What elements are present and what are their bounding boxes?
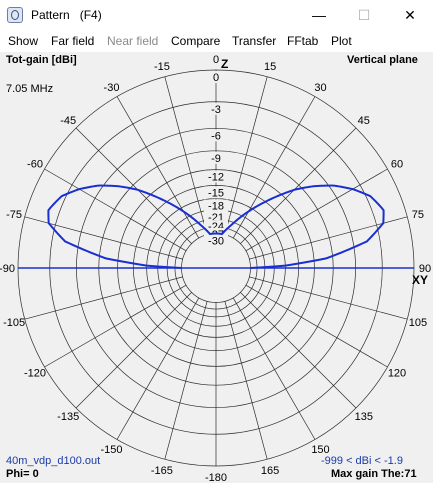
angle-tick-label: -135	[57, 411, 79, 423]
ring-label: -6	[211, 130, 221, 142]
range-info-label: -999 < dBi < -1.9	[321, 455, 403, 467]
angle-tick-label: -165	[151, 465, 173, 477]
pattern-plot[interactable]: 0 15 30 45 60 75 90 105 120 135 150 165 -180 -165 -150…	[0, 52, 433, 483]
angle-spoke	[245, 284, 388, 368]
ring-label-bg	[204, 71, 228, 83]
gain-label: Tot-gain [dBi]	[6, 54, 77, 66]
angle-tick-label: 45	[358, 115, 370, 127]
ring-label: -15	[208, 187, 224, 199]
angle-tick-label: -105	[3, 317, 25, 329]
angle-spoke	[224, 76, 268, 235]
angle-tick-label: 90	[419, 263, 431, 275]
ring-label: -3	[211, 104, 221, 116]
angle-tick-label: -60	[27, 159, 43, 171]
angle-spoke	[249, 276, 408, 320]
angle-tick-label: 165	[261, 465, 279, 477]
close-button[interactable]: ✕	[387, 0, 433, 31]
ring-label: -30	[208, 236, 224, 248]
angle-tick-label: -120	[24, 368, 46, 380]
angle-tick-label: 75	[412, 209, 424, 221]
angle-tick-label: 135	[355, 411, 373, 423]
xy-axis-label: XY	[412, 273, 429, 287]
title-bar: Pattern (F4) — ☐ ✕	[0, 0, 433, 31]
angle-spoke	[249, 216, 408, 260]
angle-tick-label: 0	[213, 54, 219, 66]
z-axis-label: Z	[221, 57, 229, 71]
angle-spoke	[232, 297, 316, 440]
ring-label: 0	[213, 72, 219, 84]
minimize-button[interactable]: —	[296, 0, 342, 31]
ring-label: -18	[208, 201, 224, 213]
angle-tick-label: 60	[391, 159, 403, 171]
ring-label-bg	[204, 234, 228, 247]
angle-spoke	[232, 96, 316, 239]
maximize-button: ☐	[341, 0, 387, 31]
angle-spoke	[75, 127, 192, 244]
ring-label-bg	[204, 199, 228, 212]
angle-spoke	[116, 96, 200, 239]
angle-tick-label: -45	[60, 115, 76, 127]
angle-spoke	[44, 284, 187, 368]
window-title: Pattern (F4)	[31, 8, 102, 22]
ring-label-bg	[204, 151, 228, 164]
menu-show[interactable]: Show	[8, 34, 39, 48]
angle-spoke	[245, 168, 388, 252]
menu-bar: Show Far field Near field Compare Transf…	[0, 31, 433, 52]
angle-tick-label: -150	[100, 444, 122, 456]
angle-tick-label: 120	[388, 368, 406, 380]
menu-transfer[interactable]: Transfer	[232, 34, 277, 48]
menu-far-field[interactable]: Far field	[51, 34, 95, 48]
angle-tick-label: -15	[154, 61, 170, 73]
ring-label-bg	[204, 186, 228, 199]
pattern-lobe-left	[47, 184, 217, 269]
polar-chart: 0153045607590105120135150165-180-165-150…	[0, 54, 431, 483]
ring-label-bg	[204, 170, 228, 183]
angle-spoke	[75, 292, 192, 409]
angle-spoke	[240, 292, 357, 409]
angle-tick-label: 150	[311, 444, 329, 456]
angle-tick-label: 15	[264, 61, 276, 73]
menu-fftab[interactable]: FFtab	[287, 34, 319, 48]
pattern-lobe-right	[215, 184, 385, 269]
angle-spoke	[164, 301, 208, 460]
menu-compare[interactable]: Compare	[171, 34, 221, 48]
angle-spoke	[44, 168, 187, 252]
angle-tick-label: -90	[0, 263, 15, 275]
angle-tick-label: -75	[6, 209, 22, 221]
angle-tick-label: -30	[104, 82, 120, 94]
angle-spoke	[240, 127, 357, 244]
ring-label: -12	[208, 172, 224, 184]
angle-tick-label: -180	[205, 472, 227, 483]
menu-near-field: Near field	[107, 34, 159, 48]
file-name-label: 40m_vdp_d100.out	[6, 455, 101, 467]
angle-tick-label: 30	[314, 82, 326, 94]
app-icon[interactable]	[7, 7, 23, 23]
angle-spoke	[224, 301, 268, 460]
angle-spoke	[24, 216, 183, 260]
plane-label: Vertical plane	[347, 54, 418, 66]
phi-label: Phi= 0	[6, 468, 39, 480]
max-gain-label: Max gain The:71	[331, 468, 417, 480]
frequency-label: 7.05 MHz	[6, 83, 54, 95]
angle-spoke	[24, 276, 183, 320]
ring-label-bg	[204, 129, 228, 142]
angle-spoke	[164, 76, 208, 235]
angle-spoke	[116, 297, 200, 440]
angle-tick-label: 105	[409, 317, 427, 329]
close-icon: ✕	[404, 7, 416, 23]
menu-plot[interactable]: Plot	[331, 34, 352, 48]
ring-label: -9	[211, 153, 221, 165]
minimize-icon: —	[312, 7, 326, 23]
maximize-icon: ☐	[357, 7, 371, 23]
ring-label-bg	[204, 102, 228, 115]
ring-label-bg	[204, 210, 228, 223]
